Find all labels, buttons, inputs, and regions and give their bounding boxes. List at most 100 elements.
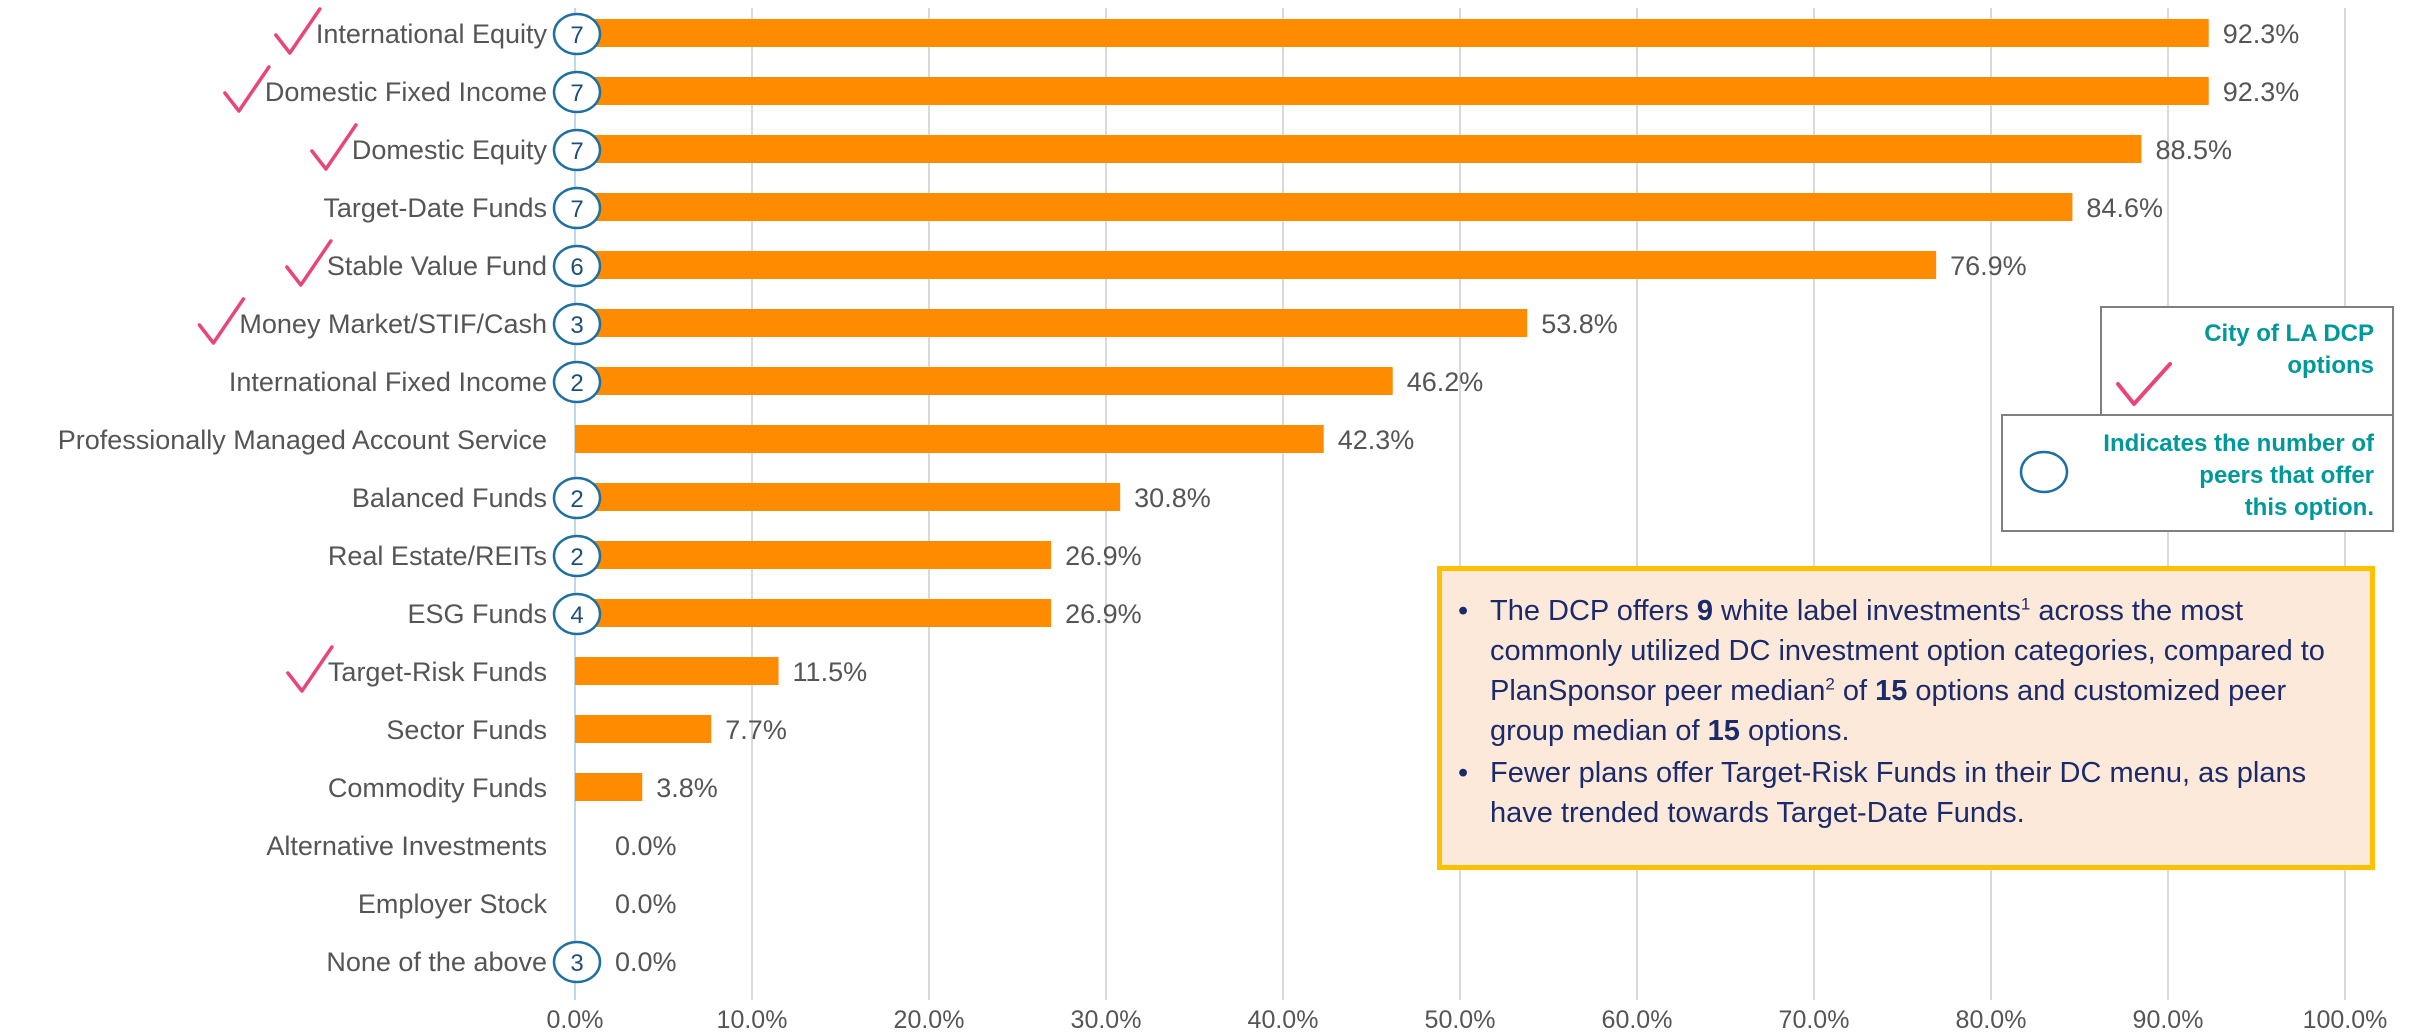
bars [575, 19, 2209, 801]
category-label: Domestic Fixed Income [265, 77, 547, 107]
peer-count-circle [552, 360, 602, 404]
check-icon [286, 645, 334, 693]
legend-city-la-dcp: City of LA DCP options [2100, 306, 2394, 433]
bar [575, 541, 1052, 569]
check-icon [310, 123, 358, 171]
bar [575, 251, 1937, 279]
peer-count-text: 2 [570, 486, 583, 513]
category-label: Professionally Managed Account Service [58, 425, 547, 455]
category-label: International Fixed Income [229, 367, 547, 397]
bar [575, 425, 1324, 453]
check-icon [223, 65, 271, 113]
x-tick-label: 40.0% [1248, 1006, 1319, 1033]
note-bullet-2: Fewer plans offer Target-Risk Funds in t… [1458, 753, 2356, 833]
summary-note-box: The DCP offers 9 white label investments… [1437, 566, 2375, 870]
peer-count-circle [552, 592, 602, 636]
x-tick-label: 100.0% [2303, 1006, 2388, 1033]
legend-peer-line2: peers that offer [2199, 462, 2374, 489]
x-tick-label: 20.0% [894, 1006, 965, 1033]
peer-count-circle [552, 128, 602, 172]
value-label: 11.5% [793, 657, 868, 687]
category-label: Alternative Investments [266, 831, 547, 861]
value-label: 46.2% [1407, 367, 1484, 397]
value-label: 26.9% [1065, 541, 1142, 571]
peer-count-circle [552, 534, 602, 578]
bar [575, 193, 2073, 221]
legend-peer-line1: Indicates the number of [2103, 430, 2374, 457]
value-label: 88.5% [2155, 135, 2232, 165]
value-label: 3.8% [656, 773, 718, 803]
legend-peer-count: Indicates the number of peers that offer… [2001, 414, 2394, 532]
x-tick-label: 0.0% [547, 1006, 604, 1033]
value-label: 92.3% [2223, 77, 2300, 107]
value-label: 30.8% [1134, 483, 1211, 513]
value-label: 76.9% [1950, 251, 2027, 281]
category-label: Balanced Funds [352, 483, 547, 513]
check-icon [285, 239, 333, 287]
x-tick-label: 60.0% [1602, 1006, 1673, 1033]
value-label: 0.0% [615, 947, 677, 977]
legend-check-line1: City of LA DCP [2204, 320, 2374, 347]
bar [575, 367, 1393, 395]
value-label: 92.3% [2223, 19, 2300, 49]
peer-count-circle [552, 244, 602, 288]
bar [575, 657, 779, 685]
x-tick-label: 90.0% [2133, 1006, 2204, 1033]
note-bullet-1: The DCP offers 9 white label investments… [1458, 591, 2356, 751]
peer-count-text: 2 [570, 370, 583, 397]
peer-count-circle [552, 12, 602, 56]
category-label: Money Market/STIF/Cash [239, 309, 547, 339]
category-label: Sector Funds [386, 715, 547, 745]
bar [575, 483, 1121, 511]
bar [575, 309, 1528, 337]
bar [575, 135, 2142, 163]
category-label: Commodity Funds [328, 773, 547, 803]
peer-count-text: 6 [570, 254, 583, 281]
category-label: Real Estate/REITs [328, 541, 547, 571]
x-tick-label: 30.0% [1071, 1006, 1142, 1033]
bar [575, 773, 643, 801]
value-label: 53.8% [1541, 309, 1618, 339]
peer-count-circle [552, 476, 602, 520]
value-label: 42.3% [1338, 425, 1415, 455]
x-tick-label: 10.0% [717, 1006, 788, 1033]
check-icon [2116, 362, 2172, 406]
legend-check-line2: options [2287, 352, 2374, 379]
check-icon [274, 7, 322, 55]
legend-peer-line3: this option. [2244, 494, 2374, 521]
bar [575, 599, 1052, 627]
x-tick-label: 70.0% [1779, 1006, 1850, 1033]
category-label: Target-Risk Funds [328, 657, 547, 687]
peer-count-text: 7 [570, 22, 583, 49]
category-label: Target-Date Funds [323, 193, 547, 223]
category-label: Domestic Equity [352, 135, 548, 165]
value-label: 84.6% [2086, 193, 2163, 223]
x-tick-label: 50.0% [1425, 1006, 1496, 1033]
category-label: International Equity [316, 19, 548, 49]
bar [575, 77, 2209, 105]
circle-icon [2019, 450, 2069, 494]
peer-count-text: 7 [570, 196, 583, 223]
peer-count-text: 7 [570, 138, 583, 165]
x-tick-label: 80.0% [1956, 1006, 2027, 1033]
category-label: None of the above [326, 947, 547, 977]
value-label: 7.7% [725, 715, 787, 745]
peer-count-circle [552, 186, 602, 230]
category-label: ESG Funds [407, 599, 547, 629]
peer-count-circle [552, 940, 602, 984]
peer-count-circle [552, 302, 602, 346]
category-label: Stable Value Fund [327, 251, 547, 281]
category-label: Employer Stock [358, 889, 548, 919]
value-label: 0.0% [615, 831, 677, 861]
peer-count-text: 7 [570, 80, 583, 107]
bar [575, 19, 2209, 47]
value-label: 26.9% [1065, 599, 1142, 629]
peer-count-circle [552, 70, 602, 114]
labels: 0.0% 10.0% 20.0% 30.0% 40.0% 50.0% 60.0% 70.0% 8… [58, 7, 2388, 1033]
check-icon [197, 297, 246, 345]
peer-count-text: 2 [570, 544, 583, 571]
value-label: 0.0% [615, 889, 677, 919]
peer-count-text: 4 [570, 602, 583, 629]
peer-count-text: 3 [570, 312, 583, 339]
